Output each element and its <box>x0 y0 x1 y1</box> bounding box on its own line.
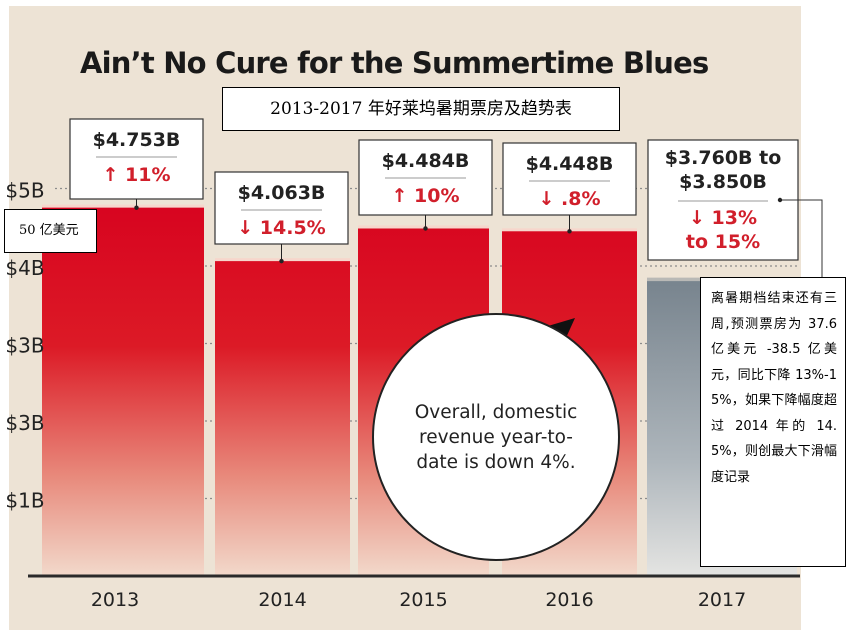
leader-dot <box>567 229 572 234</box>
y-tick-label: $3B <box>5 334 44 358</box>
leader-dot <box>423 226 428 231</box>
value-label: $4.063B <box>238 182 326 204</box>
forecast-note: 离暑期档结束还有三周,预测票房为 37.6 亿美元 -38.5 亿美元，同比下降… <box>700 277 846 567</box>
y-tick-label: $1B <box>5 489 44 513</box>
leader-dot <box>134 205 139 210</box>
value-label: $3.760B to $3.850B <box>665 147 782 193</box>
leader-dot <box>777 197 783 203</box>
bar-cap <box>42 204 204 208</box>
bar-2013 <box>42 207 204 576</box>
x-tick-label: 2014 <box>258 589 306 611</box>
y-tick-label: $4B <box>5 256 44 280</box>
value-label: $4.448B <box>526 153 614 175</box>
summary-callout-text: Overall, domestic revenue year-to-date i… <box>414 401 578 473</box>
change-label: ↓ .8% <box>538 188 600 210</box>
y-axis-note: 50 亿美元 <box>4 209 97 253</box>
x-tick-label: 2013 <box>91 589 139 611</box>
bar-2014 <box>215 261 350 576</box>
value-box <box>647 139 799 261</box>
chart-title: Ain’t No Cure for the Summertime Blues <box>80 46 709 80</box>
x-tick-label: 2016 <box>545 589 593 611</box>
chart-subtitle: 2013-2017 年好莱坞暑期票房及趋势表 <box>222 87 620 131</box>
change-label: ↑ 10% <box>391 185 459 207</box>
change-label: ↓ 14.5% <box>237 217 325 239</box>
x-tick-label: 2015 <box>399 589 447 611</box>
y-tick-label: $5B <box>5 179 44 203</box>
value-label: $4.753B <box>93 129 181 151</box>
summary-callout: Overall, domestic revenue year-to-date i… <box>372 313 620 561</box>
value-label: $4.484B <box>382 150 470 172</box>
change-label: ↑ 11% <box>102 164 170 186</box>
bar-cap <box>358 225 489 229</box>
x-tick-label: 2017 <box>698 589 746 611</box>
value-box <box>502 142 637 216</box>
value-box <box>214 171 349 245</box>
callout-pointer <box>548 318 575 340</box>
change-label: ↓ 13% to 15% <box>686 207 760 253</box>
y-tick-label: $3B <box>5 411 44 435</box>
leader-dot <box>279 258 284 264</box>
